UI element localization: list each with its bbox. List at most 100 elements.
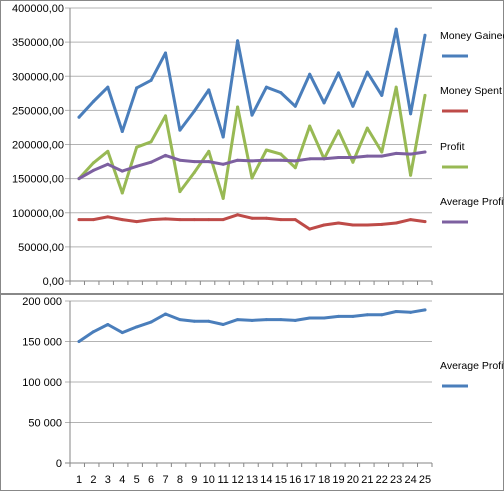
data-point [207, 88, 211, 92]
data-point [279, 152, 283, 156]
data-point [365, 313, 369, 317]
data-point [322, 316, 326, 320]
data-point [236, 105, 240, 109]
top-line-chart: 0,00 50000,00 100000,00 150000,00 200000,00 2… [12, 3, 504, 288]
data-point [221, 196, 225, 200]
data-point [207, 319, 211, 323]
data-point [250, 113, 254, 117]
data-point [279, 318, 283, 322]
data-point [423, 150, 427, 154]
data-point [236, 318, 240, 322]
data-point [380, 313, 384, 317]
legend-label: Money Gained [440, 30, 504, 42]
y-tick-label: 50 000 [28, 418, 62, 430]
y-tick-label: 200000,00 [12, 140, 64, 152]
data-point [120, 169, 124, 173]
data-point [293, 218, 297, 222]
data-point [120, 218, 124, 222]
data-point [423, 33, 427, 37]
data-point [322, 223, 326, 227]
data-point [106, 322, 110, 326]
x-tick-label: 17 [304, 474, 316, 486]
y-tick-label: 300000,00 [12, 71, 64, 83]
data-point [149, 218, 153, 222]
data-point [351, 314, 355, 318]
data-point [135, 325, 139, 329]
data-point [164, 153, 167, 157]
y-tick-label: 150000,00 [12, 174, 64, 186]
legend-label: Profit [440, 141, 465, 153]
data-point [394, 221, 398, 225]
data-point [178, 190, 182, 194]
legend-label: Average Profit [440, 196, 504, 208]
data-point [308, 124, 312, 128]
y-tick-label: 50000,00 [18, 242, 64, 254]
data-point [178, 218, 182, 222]
data-point [394, 85, 398, 89]
data-point [164, 51, 167, 55]
data-point [264, 318, 268, 322]
data-point [91, 218, 95, 222]
data-point [365, 154, 369, 158]
data-point [91, 330, 95, 334]
data-point [77, 218, 81, 222]
y-tick-label: 250000,00 [12, 105, 64, 117]
data-point [279, 91, 283, 95]
data-point [337, 71, 340, 75]
data-point [106, 215, 110, 219]
data-point [164, 217, 167, 221]
data-point [380, 222, 384, 226]
data-point [423, 93, 427, 97]
data-point [351, 160, 355, 164]
data-point [365, 70, 369, 74]
data-point [236, 213, 240, 217]
y-tick-label: 0,00 [43, 276, 64, 288]
data-point [250, 318, 254, 322]
x-tick-label: 11 [217, 474, 228, 486]
data-point [221, 322, 225, 326]
data-point [192, 170, 196, 174]
data-point [351, 104, 355, 108]
legend-label: Average Profit [440, 360, 504, 372]
data-point [423, 308, 427, 312]
top-chart-border [0, 0, 504, 294]
legend-label: Money Spent [440, 85, 502, 97]
data-point [106, 149, 110, 153]
data-point [322, 101, 326, 105]
x-tick-label: 13 [246, 474, 258, 486]
data-point [250, 159, 254, 163]
data-point [77, 177, 81, 181]
data-point [337, 221, 340, 225]
data-point [250, 216, 254, 220]
data-point [106, 162, 110, 166]
data-point [149, 78, 153, 82]
data-point [221, 135, 225, 139]
x-tick-label: 12 [231, 474, 243, 486]
y-tick-label: 400000,00 [12, 3, 64, 15]
data-point [380, 150, 384, 154]
data-point [394, 27, 398, 31]
y-tick-label: 0 [56, 458, 62, 470]
data-point [409, 310, 413, 314]
x-tick-label: 7 [162, 474, 168, 486]
data-point [192, 109, 196, 113]
data-point [207, 149, 211, 153]
x-tick-label: 24 [404, 474, 416, 486]
x-tick-label: 16 [289, 474, 301, 486]
x-tick-label: 14 [260, 474, 272, 486]
x-tick-label: 23 [390, 474, 402, 486]
x-tick-label: 8 [177, 474, 183, 486]
data-point [279, 158, 283, 162]
data-point [120, 191, 124, 195]
data-point [293, 104, 297, 108]
data-point [308, 157, 312, 161]
data-point [120, 331, 124, 335]
y-tick-label: 350000,00 [12, 37, 64, 49]
data-point [91, 161, 95, 165]
data-point [135, 220, 139, 224]
x-tick-label: 15 [275, 474, 287, 486]
data-point [423, 220, 427, 224]
x-tick-label: 25 [419, 474, 431, 486]
